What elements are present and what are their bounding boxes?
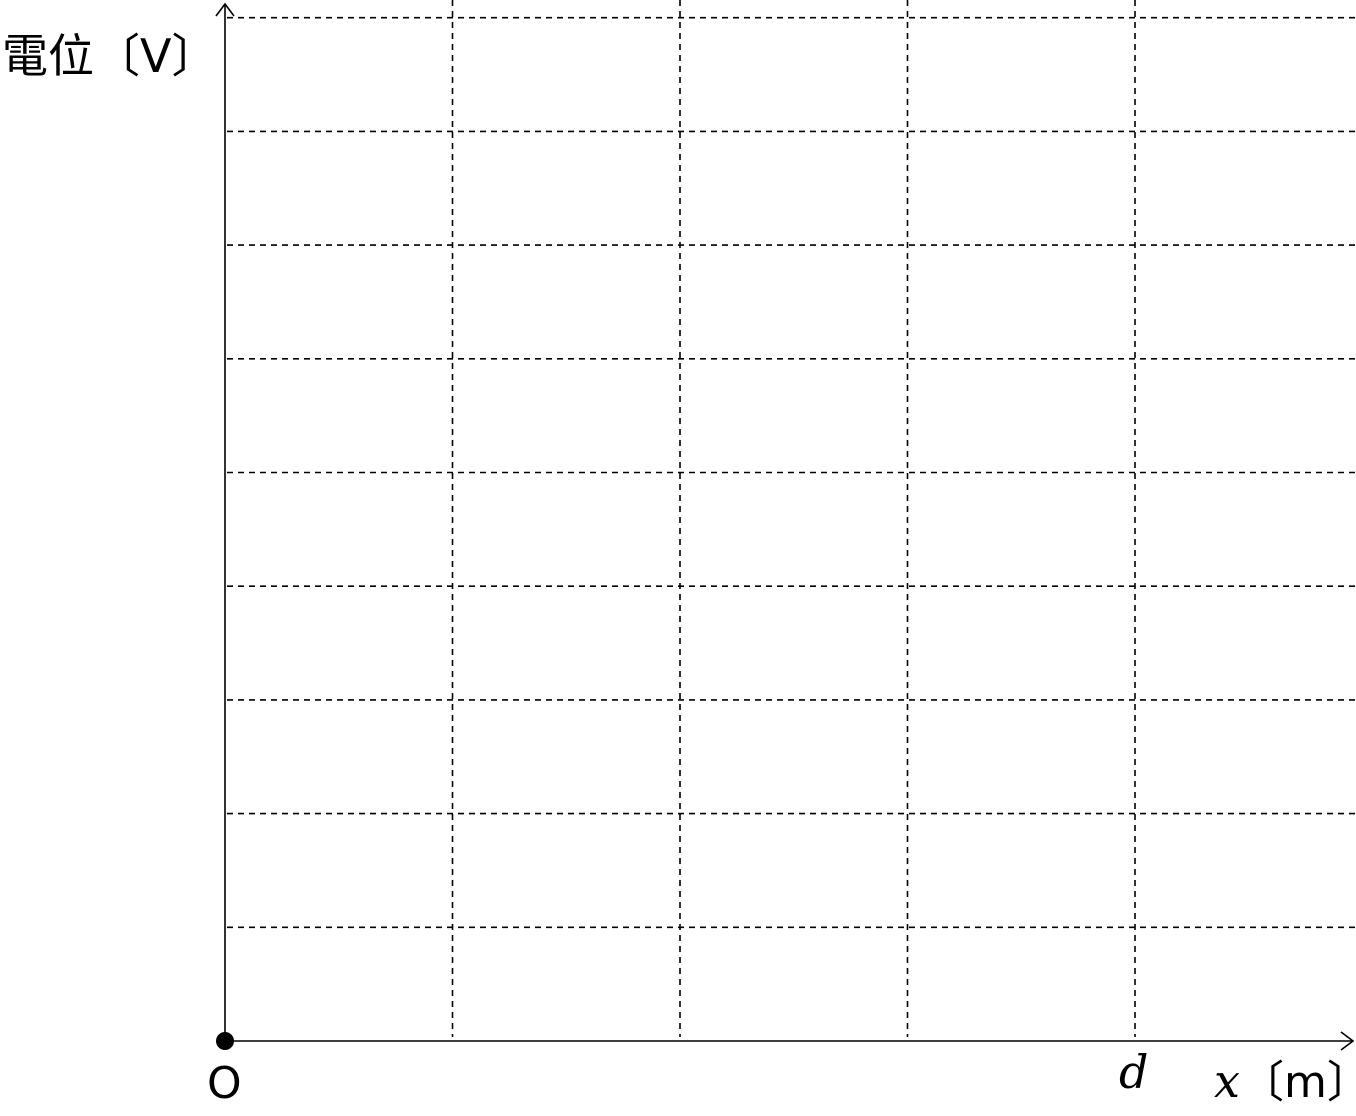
x-tick-label: d [1119,1045,1148,1099]
vertical-gridlines [451,0,1136,1037]
origin-dot [216,1032,234,1050]
x-tick-labels: d [1119,1045,1148,1099]
y-axis-label: 電位〔V〕 [2,29,217,83]
x-axis-arrow [1340,1031,1355,1051]
x-axis-variable-label: x [1214,1054,1240,1108]
origin-label: O [207,1058,242,1109]
y-axis-arrow [215,2,235,17]
horizontal-gridlines [227,16,1356,929]
x-axis-unit-label: 〔m〕 [1240,1057,1356,1108]
